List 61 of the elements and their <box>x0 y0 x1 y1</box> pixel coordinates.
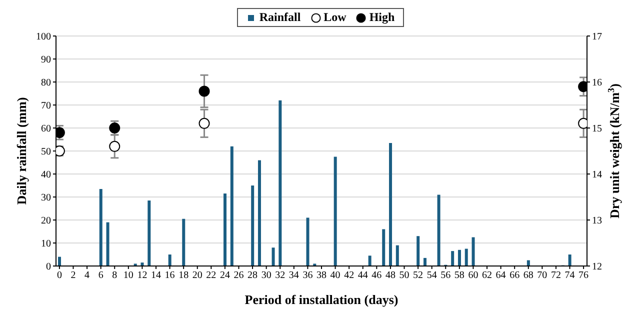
x-tick-label: 24 <box>220 270 230 282</box>
y-tick-label: 100 <box>36 32 51 43</box>
x-tick-label: 22 <box>206 270 216 282</box>
x-tick-label: 42 <box>344 270 354 282</box>
x-tick-label: 2 <box>70 270 76 282</box>
y-tick-label: 30 <box>41 192 51 204</box>
x-tick-label: 64 <box>496 270 506 282</box>
legend-label: High <box>368 10 395 25</box>
x-tick-label: 56 <box>440 270 451 282</box>
y-tick-label: 90 <box>41 54 51 66</box>
y-axis-title: Daily rainfall (mm) <box>14 97 29 205</box>
x-tick-label: 76 <box>578 270 589 282</box>
y-tick-label: 50 <box>41 146 51 158</box>
legend-label: Low <box>322 10 346 25</box>
x-tick-label: 38 <box>316 270 326 282</box>
x-tick-label: 16 <box>164 270 175 282</box>
y-tick-label: 40 <box>41 170 51 181</box>
y-tick-label: 20 <box>41 216 51 227</box>
x-tick-label: 48 <box>385 270 396 282</box>
y-tick-label: 60 <box>41 124 51 135</box>
y2-tick-label: 16 <box>592 78 602 89</box>
x-tick-label: 8 <box>112 270 118 282</box>
x-tick-label: 50 <box>399 270 410 282</box>
y2-tick-label: 17 <box>592 32 602 43</box>
x-tick-label: 68 <box>523 270 534 282</box>
x-tick-label: 20 <box>192 270 202 282</box>
x-tick-label: 74 <box>564 270 575 282</box>
y-tick-label: 0 <box>46 262 51 273</box>
y2-tick-label: 13 <box>592 216 602 227</box>
x-tick-label: 18 <box>178 270 189 282</box>
x-tick-label: 36 <box>302 270 313 282</box>
x-tick-label: 46 <box>372 270 382 282</box>
x-tick-label: 44 <box>358 270 368 282</box>
y2-tick-label: 14 <box>592 170 602 181</box>
x-tick-label: 30 <box>261 270 272 282</box>
x-tick-label: 0 <box>56 270 62 282</box>
y2-tick-label: 12 <box>592 262 602 273</box>
x-tick-label: 72 <box>550 270 561 282</box>
x-axis-title: Period of installation (days) <box>244 292 398 307</box>
x-tick-label: 52 <box>413 270 424 282</box>
x-tick-label: 10 <box>123 270 134 282</box>
x-tick-label: 4 <box>84 270 90 282</box>
x-tick-label: 40 <box>330 270 340 282</box>
x-tick-label: 12 <box>137 270 148 282</box>
y-tick-label: 80 <box>41 78 51 89</box>
y2-tick-label: 15 <box>592 124 602 135</box>
x-tick-label: 26 <box>234 270 244 282</box>
x-tick-label: 62 <box>482 270 492 282</box>
y-tick-label: 10 <box>41 238 51 250</box>
x-tick-label: 32 <box>275 270 286 282</box>
x-tick-label: 66 <box>510 270 520 282</box>
y-tick-label: 70 <box>41 100 51 112</box>
x-tick-label: 28 <box>248 270 258 282</box>
x-tick-label: 14 <box>150 270 161 282</box>
legend-label: Rainfall <box>258 10 301 25</box>
x-tick-label: 70 <box>537 270 548 282</box>
x-tick-label: 6 <box>98 270 104 282</box>
x-tick-label: 54 <box>426 270 437 282</box>
x-tick-label: 34 <box>288 270 299 282</box>
x-tick-label: 58 <box>454 270 464 282</box>
x-tick-label: 60 <box>468 270 478 282</box>
